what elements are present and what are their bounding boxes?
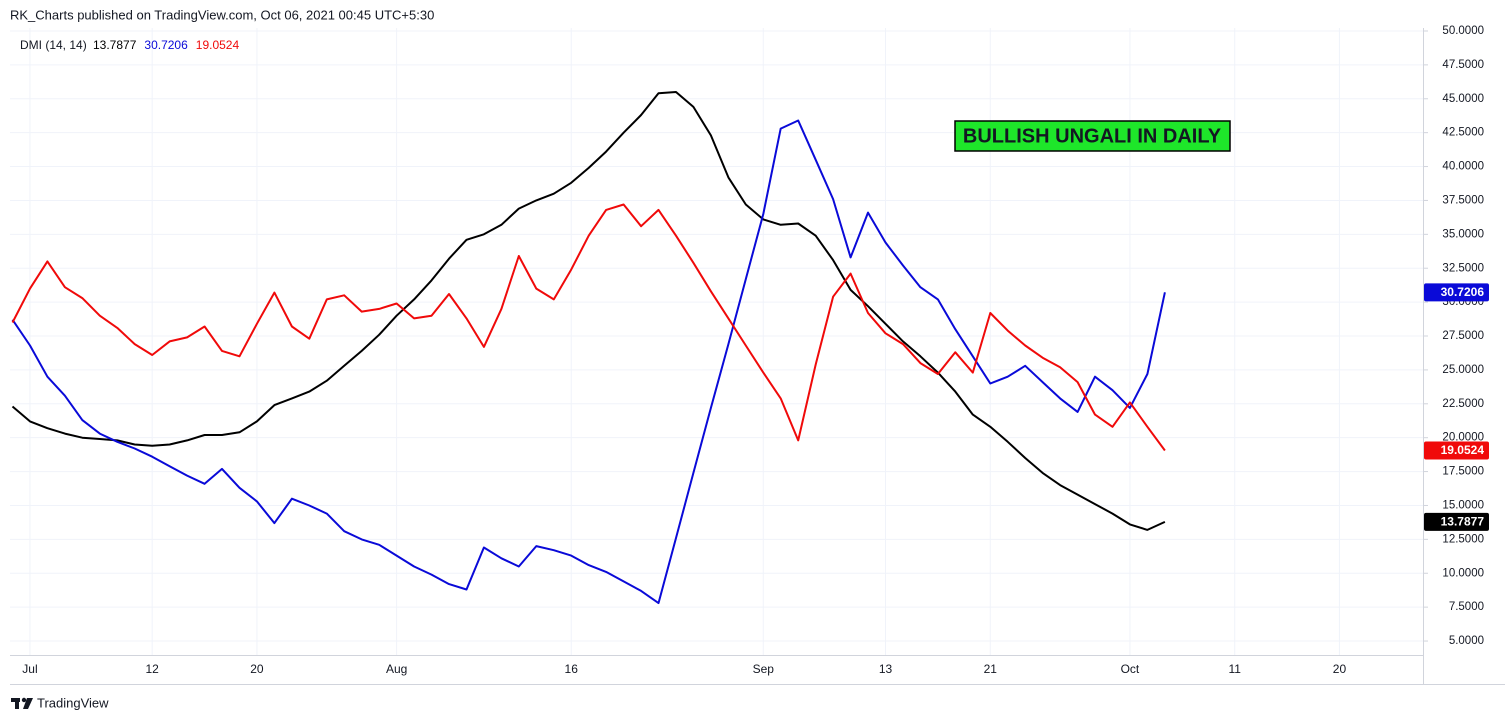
y-tick-label: 7.5000	[1449, 601, 1484, 613]
price-badge	[1424, 283, 1489, 302]
price-badge-label: 19.0524	[1441, 443, 1485, 457]
annotation-box	[954, 120, 1231, 152]
y-tick-label: 10.0000	[1442, 567, 1484, 579]
legend: DMI (14, 14) 13.7877 30.7206 19.0524	[20, 38, 239, 52]
y-tick-label: 37.5000	[1442, 194, 1484, 206]
x-tick-label: 11	[1228, 662, 1241, 676]
legend-value: 30.7206	[144, 38, 188, 52]
price-badge	[1424, 512, 1489, 531]
y-tick-label: 42.5000	[1442, 127, 1484, 139]
x-tick-label: 20	[250, 662, 264, 676]
legend-value: 13.7877	[93, 38, 137, 52]
y-tick-label: 22.5000	[1442, 398, 1484, 410]
y-tick-label: 35.0000	[1442, 228, 1484, 240]
grid	[10, 28, 1423, 655]
x-tick-label: Oct	[1121, 662, 1140, 676]
y-tick-label: 12.5000	[1442, 533, 1484, 545]
brand-name: TradingView	[37, 695, 109, 710]
x-tick-label: 13	[879, 662, 893, 676]
y-tick-label: 5.0000	[1449, 635, 1484, 647]
brand-logo	[11, 697, 33, 709]
y-tick-label: 17.5000	[1442, 466, 1484, 478]
y-tick-label: 25.0000	[1442, 364, 1484, 376]
indicator-label: DMI (14, 14)	[20, 38, 87, 52]
logo-part	[15, 698, 19, 709]
y-tick-label: 47.5000	[1442, 59, 1484, 71]
x-tick-label: Aug	[386, 662, 407, 676]
legend-value: 19.0524	[196, 38, 240, 52]
plot	[11, 91, 1166, 605]
y-tick-label: 32.5000	[1442, 262, 1484, 274]
y-tick-label: 50.0000	[1442, 25, 1484, 37]
logo-part	[23, 698, 33, 709]
price-badge	[1424, 441, 1489, 460]
logo-part	[21, 697, 27, 703]
price-badge-label: 30.7206	[1441, 285, 1485, 299]
x-tick-label: 21	[984, 662, 998, 676]
y-tick-label: 45.0000	[1442, 93, 1484, 105]
x-tick-label: 16	[565, 662, 579, 676]
y-tick-label: 20.0000	[1442, 432, 1484, 444]
header-title: RK_Charts published on TradingView.com, …	[10, 7, 434, 22]
y-tick-label: 27.5000	[1442, 330, 1484, 342]
y-tick-label: 40.0000	[1442, 161, 1484, 173]
x-tick-label: Jul	[22, 662, 37, 676]
price-badge-label: 13.7877	[1441, 515, 1485, 529]
y-tick-label: 15.0000	[1442, 500, 1484, 512]
x-tick-label: 20	[1333, 662, 1347, 676]
annotation-text: BULLISH UNGALI IN DAILY	[963, 125, 1222, 147]
series-line	[11, 119, 1166, 605]
series-line	[11, 203, 1166, 452]
x-tick-label: 12	[146, 662, 160, 676]
series-line	[11, 91, 1166, 531]
x-tick-label: Sep	[753, 662, 775, 676]
